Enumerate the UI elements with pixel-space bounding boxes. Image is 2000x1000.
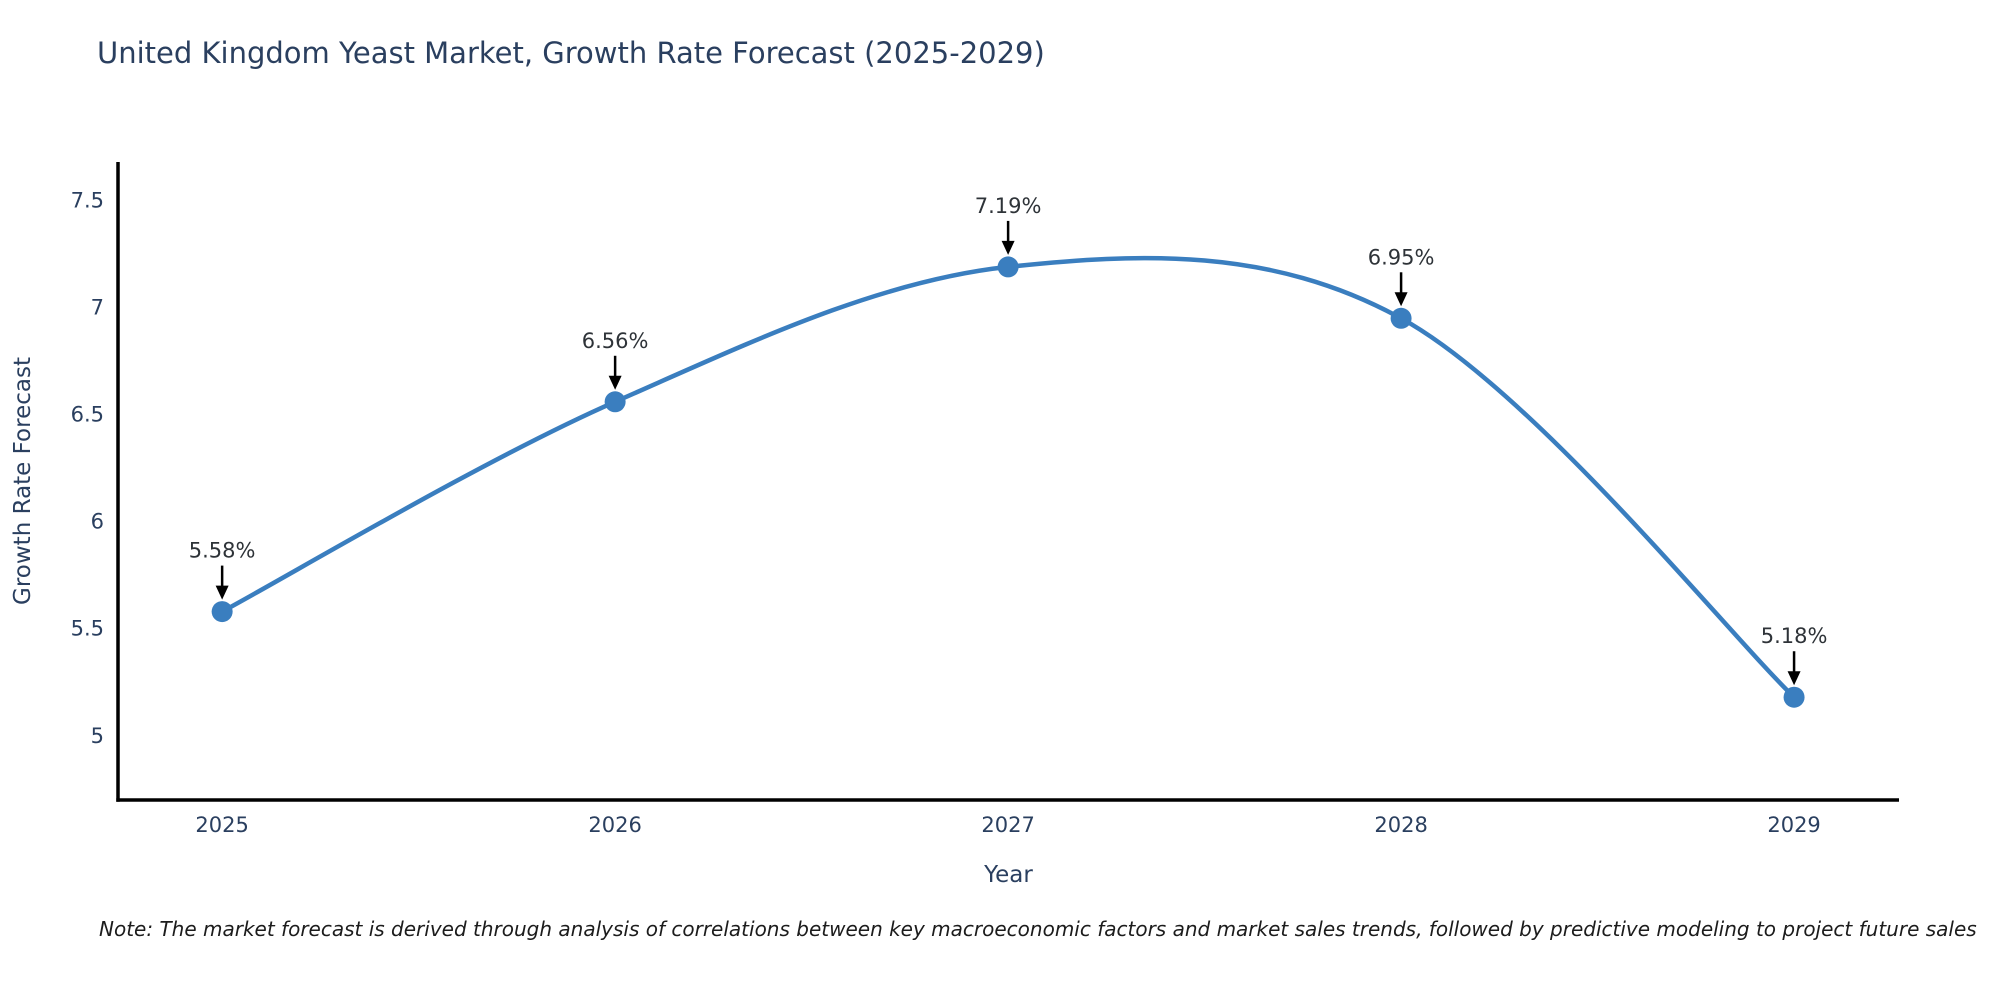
annotation-arrowhead-icon <box>1787 671 1801 686</box>
footnote: Note: The market forecast is derived thr… <box>99 917 1977 941</box>
y-tick-label: 6.5 <box>71 403 104 427</box>
point-value-label: 6.56% <box>582 329 649 353</box>
x-tick-label: 2029 <box>1767 813 1820 837</box>
chart-title: United Kingdom Yeast Market, Growth Rate… <box>97 36 1045 70</box>
y-axis-title: Growth Rate Forecast <box>10 357 36 605</box>
x-tick-label: 2028 <box>1374 813 1427 837</box>
x-tick-label: 2027 <box>981 813 1034 837</box>
annotation-arrowhead-icon <box>1001 240 1015 255</box>
y-tick-label: 5.5 <box>71 617 104 641</box>
y-tick-label: 7.5 <box>71 189 104 213</box>
annotation-arrowhead-icon <box>215 585 229 600</box>
x-tick-label: 2025 <box>195 813 248 837</box>
data-point-2028[interactable] <box>1390 307 1412 329</box>
data-point-2029[interactable] <box>1783 686 1805 708</box>
point-value-label: 7.19% <box>975 194 1042 218</box>
data-point-2025[interactable] <box>211 601 233 623</box>
y-tick-label: 5 <box>91 724 104 748</box>
point-value-label: 5.18% <box>1761 624 1828 648</box>
x-axis-title: Year <box>983 862 1033 888</box>
point-value-label: 6.95% <box>1368 245 1435 269</box>
point-value-label: 5.58% <box>189 539 256 563</box>
annotation-arrowhead-icon <box>1394 292 1408 307</box>
data-point-2026[interactable] <box>604 391 626 413</box>
y-tick-label: 6 <box>91 510 104 534</box>
x-tick-label: 2026 <box>588 813 641 837</box>
annotation-arrowhead-icon <box>608 375 622 390</box>
data-point-2027[interactable] <box>997 256 1019 278</box>
y-tick-label: 7 <box>91 296 104 320</box>
forecast-line <box>219 255 1797 700</box>
